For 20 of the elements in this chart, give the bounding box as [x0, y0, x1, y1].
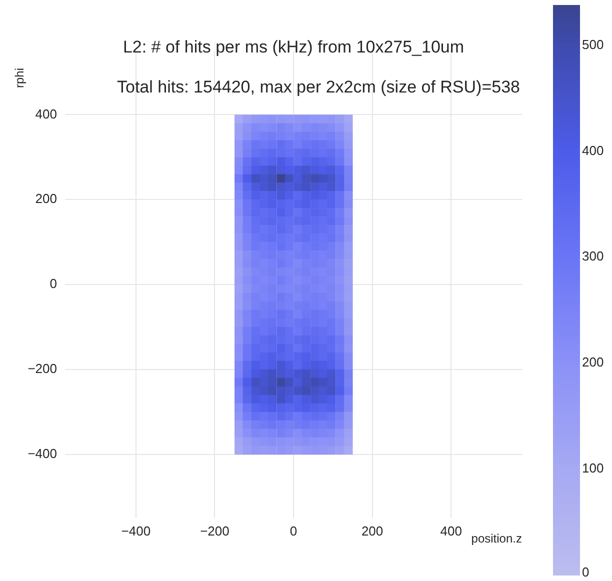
- chart-title: L2: # of hits per ms (kHz) from 10x275_10um: [122, 38, 464, 57]
- y-tick-label: 200: [35, 191, 57, 206]
- x-tick-label: 200: [361, 523, 384, 538]
- y-axis-title: rphi: [12, 68, 26, 88]
- color-bar-label: 500: [582, 36, 604, 52]
- color-bar-label: 0: [582, 564, 590, 580]
- x-tick-label: 0: [290, 523, 298, 538]
- color-bar-label: 100: [582, 460, 604, 476]
- x-tick-label: 400: [440, 523, 462, 538]
- color-bar-label: 300: [582, 248, 604, 264]
- x-axis-title: position.z: [471, 531, 522, 546]
- color-bar-label: 400: [582, 142, 604, 158]
- y-tick-label: 0: [50, 276, 57, 292]
- y-tick-label: −200: [28, 360, 57, 376]
- annotation: Total hits: 154420, max per 2x2cm (size of RSU)=538: [117, 78, 520, 97]
- y-tick-label: −400: [28, 446, 57, 461]
- y-tick-label: 400: [35, 106, 57, 122]
- x-tick-label: −400: [121, 523, 151, 538]
- x-tick-label: −200: [200, 523, 230, 538]
- color-bar-label: 200: [582, 354, 604, 370]
